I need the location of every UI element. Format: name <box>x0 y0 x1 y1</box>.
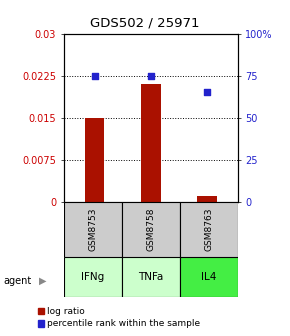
Bar <box>85 118 104 202</box>
FancyBboxPatch shape <box>122 257 180 297</box>
Text: IFNg: IFNg <box>81 272 104 282</box>
FancyBboxPatch shape <box>64 202 122 257</box>
Point <box>92 73 97 78</box>
Text: GDS502 / 25971: GDS502 / 25971 <box>90 16 200 29</box>
Bar <box>141 84 161 202</box>
Point <box>148 73 153 78</box>
Text: log ratio: log ratio <box>47 307 85 316</box>
Text: GSM8753: GSM8753 <box>88 208 97 251</box>
FancyBboxPatch shape <box>64 257 122 297</box>
FancyBboxPatch shape <box>180 202 238 257</box>
Point <box>205 90 209 95</box>
Text: GSM8763: GSM8763 <box>204 208 213 251</box>
Text: GSM8758: GSM8758 <box>146 208 155 251</box>
FancyBboxPatch shape <box>122 202 180 257</box>
Text: agent: agent <box>3 276 31 286</box>
Text: ▶: ▶ <box>39 276 47 286</box>
FancyBboxPatch shape <box>180 257 238 297</box>
Bar <box>197 196 217 202</box>
Text: IL4: IL4 <box>201 272 217 282</box>
Text: percentile rank within the sample: percentile rank within the sample <box>47 320 200 328</box>
Text: TNFa: TNFa <box>138 272 164 282</box>
